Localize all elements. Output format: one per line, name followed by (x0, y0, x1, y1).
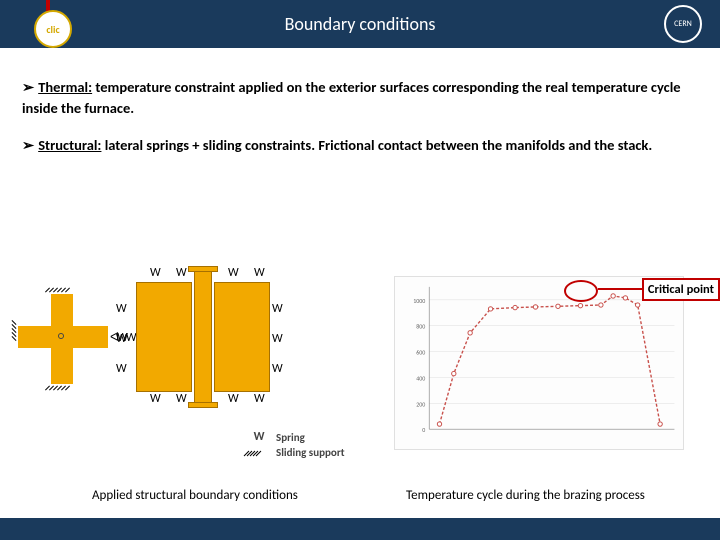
hatch-icon (246, 449, 270, 457)
svg-text:800: 800 (416, 323, 425, 331)
spring-icon: W (176, 392, 185, 406)
caption-left: Applied structural boundary conditions (92, 488, 298, 503)
spring-icon: W (228, 392, 237, 406)
legend-sliding: Sliding support (246, 446, 345, 459)
hatch-icon (47, 385, 77, 391)
hatch-icon (47, 287, 77, 293)
hatch-icon (11, 322, 17, 352)
slide-title: Boundary conditions (285, 13, 436, 35)
spring-icon: W (116, 302, 125, 316)
caption-right: Temperature cycle during the brazing pro… (406, 488, 645, 503)
diagram-area: ᐊWW W W W W W W W W W W W W W W W Spring… (0, 254, 720, 488)
spring-icon: W (272, 362, 281, 376)
spring-icon: W (246, 430, 270, 444)
bullet-thermal: ➢ Thermal: temperature constraint applie… (22, 78, 698, 118)
spring-icon: W (176, 266, 185, 280)
slide-footer (0, 518, 720, 540)
clic-logo: clic (32, 0, 74, 50)
svg-text:400: 400 (416, 374, 425, 382)
temperature-chart: 0 200 400 600 800 1000 (394, 276, 684, 450)
svg-text:200: 200 (416, 400, 425, 408)
content-area: ➢ Thermal: temperature constraint applie… (0, 48, 720, 157)
spring-icon: W (254, 392, 263, 406)
svg-text:0: 0 (422, 426, 425, 434)
svg-text:1000: 1000 (413, 297, 425, 305)
cern-logo-text: CERN (674, 19, 692, 29)
spring-icon: W (272, 302, 281, 316)
bullet-structural: ➢ Structural: lateral springs + sliding … (22, 136, 698, 157)
spring-icon: W (228, 266, 237, 280)
critical-point-label: Critical point (642, 278, 720, 301)
cern-logo: CERN (664, 5, 702, 43)
clic-logo-text: clic (34, 10, 72, 48)
critical-circle (564, 280, 598, 302)
spring-icon: W (116, 332, 125, 346)
legend-spring: W Spring (246, 430, 345, 444)
spring-icon: W (116, 362, 125, 376)
spring-icon: W (150, 266, 159, 280)
svg-text:600: 600 (416, 349, 425, 357)
legend: W Spring Sliding support (246, 430, 345, 461)
chart-svg: 0 200 400 600 800 1000 (395, 277, 683, 449)
slide-header: clic Boundary conditions CERN (0, 0, 720, 48)
spring-icon: W (150, 392, 159, 406)
spring-icon: W (254, 266, 263, 280)
spring-icon: W (272, 332, 281, 346)
